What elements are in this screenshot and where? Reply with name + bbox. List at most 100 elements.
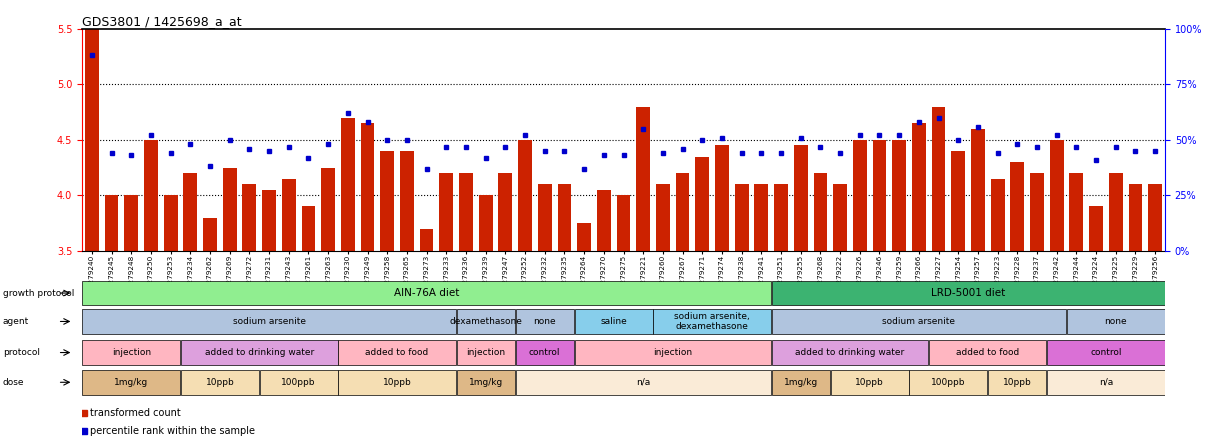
Bar [459,173,473,251]
Text: protocol: protocol [2,348,40,357]
Text: sodium arsenite,
dexamethasone: sodium arsenite, dexamethasone [674,312,750,331]
Bar [400,151,414,251]
Text: dexamethasone: dexamethasone [449,317,522,326]
Bar [380,151,394,251]
Bar [420,229,433,251]
Bar [873,140,886,251]
Bar [105,195,118,251]
Bar [1030,173,1044,251]
Bar [971,129,985,251]
Bar [912,123,926,251]
Bar [282,178,295,251]
Bar [498,173,513,251]
Text: transformed count: transformed count [90,408,181,418]
Bar [82,340,180,365]
Bar [654,309,771,334]
Bar [1047,340,1165,365]
Bar [578,223,591,251]
Bar [575,340,771,365]
Text: injection: injection [654,348,692,357]
Bar [341,118,355,251]
Text: growth protocol: growth protocol [2,289,74,297]
Bar [696,157,709,251]
Text: AIN-76A diet: AIN-76A diet [394,288,459,298]
Text: 10ppb: 10ppb [205,378,234,387]
Text: 100ppb: 100ppb [281,378,316,387]
Bar [988,369,1047,395]
Bar [557,184,572,251]
Bar [457,340,515,365]
Bar [181,340,338,365]
Bar [734,184,749,251]
Bar [932,107,946,251]
Bar [575,309,652,334]
Bar [439,173,453,251]
Bar [772,369,830,395]
Bar [223,168,236,251]
Text: added to food: added to food [365,348,428,357]
Bar [755,184,768,251]
Bar [82,369,180,395]
Bar [302,206,315,251]
Bar [1049,140,1064,251]
Text: 1mg/kg: 1mg/kg [784,378,818,387]
Text: added to food: added to food [956,348,1019,357]
Text: added to drinking water: added to drinking water [205,348,314,357]
Text: control: control [1090,348,1122,357]
Bar [814,173,827,251]
Bar [833,184,847,251]
Bar [991,178,1005,251]
Bar [1067,309,1165,334]
Bar [772,340,929,365]
Bar [1148,184,1163,251]
Bar [538,184,551,251]
Bar [183,173,198,251]
Bar [262,190,276,251]
Bar [774,184,788,251]
Bar [675,173,690,251]
Bar [144,140,158,251]
Bar [597,190,610,251]
Text: 100ppb: 100ppb [931,378,966,387]
Bar [516,369,771,395]
Text: injection: injection [112,348,151,357]
Text: none: none [1105,317,1128,326]
Bar [361,123,374,251]
Bar [853,140,867,251]
Text: injection: injection [466,348,505,357]
Text: 10ppb: 10ppb [382,378,411,387]
Text: 1mg/kg: 1mg/kg [115,378,148,387]
Bar [457,369,515,395]
Text: dose: dose [2,378,24,387]
Bar [656,184,669,251]
Bar [1047,369,1165,395]
Text: n/a: n/a [636,378,650,387]
Bar [909,369,988,395]
Text: saline: saline [601,317,627,326]
Bar [1108,173,1123,251]
Bar [637,107,650,251]
Bar [831,369,908,395]
Bar [516,309,574,334]
Text: 10ppb: 10ppb [1003,378,1031,387]
Bar [952,151,965,251]
Text: percentile rank within the sample: percentile rank within the sample [90,426,256,436]
Bar [203,218,217,251]
Text: none: none [533,317,556,326]
Text: sodium arsenite: sodium arsenite [233,317,305,326]
Text: added to drinking water: added to drinking water [795,348,904,357]
Bar [1129,184,1142,251]
Bar [772,281,1165,305]
Bar [339,340,456,365]
Bar [242,184,256,251]
Bar [82,281,771,305]
Bar [892,140,906,251]
Bar [82,309,456,334]
Bar [794,146,808,251]
Text: sodium arsenite: sodium arsenite [883,317,955,326]
Text: LRD-5001 diet: LRD-5001 diet [931,288,1006,298]
Bar [84,29,99,251]
Bar [339,369,456,395]
Bar [1070,173,1083,251]
Text: n/a: n/a [1099,378,1113,387]
